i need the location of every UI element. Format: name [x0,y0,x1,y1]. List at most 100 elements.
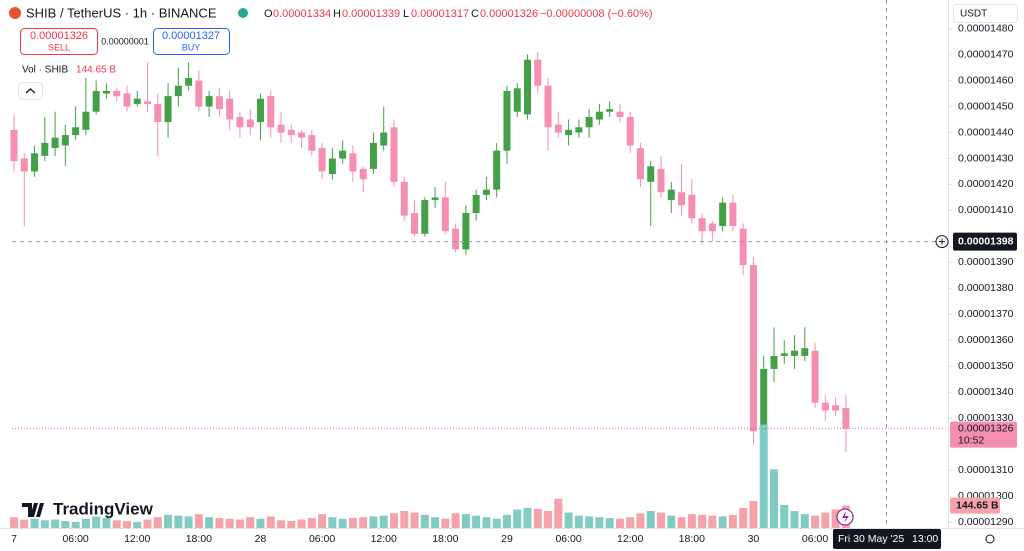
volume-bar [759,424,768,528]
candles [10,51,850,453]
sell-button[interactable] [20,28,98,55]
volume-bar [379,515,388,528]
candle-body [359,168,367,180]
candle-body [51,137,59,149]
currency-button[interactable] [953,4,1018,23]
volume-label-box [950,497,1000,514]
volume-bar [61,521,70,528]
volume-bar [431,517,440,528]
crosshair-date: Fri 30 May '25 [838,533,904,545]
volume-bar [585,516,594,528]
candle-body [10,129,18,162]
symbol-logo [9,7,21,19]
candle-body [647,166,655,182]
candle-body [554,124,562,133]
legend-value: 0.00001334 [273,8,331,20]
volume-bar [307,517,316,528]
volume-bar [348,517,357,528]
candle-body [801,348,809,356]
x-tick-label: 06:00 [62,533,88,545]
candle-body [780,353,788,356]
y-tick-label: 0.00001450 [958,100,1014,112]
legend-label: L [403,8,409,20]
y-tick-label: 0.00001480 [958,22,1014,34]
crosshair-time-box [833,529,941,549]
candle-body [31,153,39,172]
x-tick-label: 12:00 [124,533,150,545]
candle-body [267,96,275,128]
sell-price: 0.00001326 [30,30,88,42]
candle-body [667,189,675,201]
candle-body [544,85,552,128]
collapse-button[interactable] [18,82,43,100]
volume-bar [153,517,162,528]
volume-bar [410,512,419,528]
volume-bar [749,501,758,528]
crosshair-price-box [953,232,1017,251]
x-tick-label: 18:00 [679,533,705,545]
volume-bar [544,511,553,528]
x-tick-label: 12:00 [371,533,397,545]
settings-icon[interactable] [985,534,995,544]
collapse-icon [25,88,36,94]
volume-bar [790,511,799,528]
candle-body [636,148,644,180]
volume-bar [821,512,830,528]
y-tick-label: 0.00001290 [958,516,1014,528]
x-tick-label: 7 [11,533,17,545]
candle-body [493,150,501,190]
candle-body [441,197,449,232]
volume-bar [769,469,778,528]
candle-body [595,111,603,120]
volume-bar [523,507,532,528]
x-tick-label: 06:00 [555,533,581,545]
candle-body [380,132,388,146]
volume-bar [636,513,645,528]
candle-body [318,148,326,172]
x-tick-label: 29 [501,533,513,545]
volume-bar [461,514,470,528]
x-tick-label: 18:00 [186,533,212,545]
candle-body [698,218,706,232]
candle-body [41,142,49,156]
volume-bar [502,514,511,528]
volume-bar [811,515,820,528]
candle-body [575,127,583,133]
candle-body [82,111,90,130]
crosshair-price-label: 0.00001398 [958,235,1014,247]
volume-axis-label: 144.65 B [956,499,999,511]
volume-bar [194,514,203,528]
brand-logo: TradingView [22,499,154,518]
candle-body [328,158,336,175]
countdown-label: 10:52 [958,434,984,446]
candle-body [308,135,316,151]
candle-body [390,127,398,182]
volume-bar [205,517,214,528]
candle-body [400,181,408,216]
candle-body [472,194,480,214]
buy-button[interactable] [153,28,230,55]
candle-body [585,116,593,128]
candle-body [144,101,152,104]
candle-body [729,202,737,227]
volume-bar [71,521,80,528]
candle-body [72,127,80,136]
volume-bar [215,517,224,528]
candle-body [133,98,141,104]
y-tick-label: 0.00001440 [958,126,1014,138]
volume-bar [780,504,789,528]
volume-bar [184,516,193,528]
volume-bar [698,514,707,528]
candle-body [657,168,665,193]
volume-bar [369,516,378,528]
volume-name: Vol · SHIB [22,65,68,76]
legend-value: 0.00001317 [411,8,469,20]
volume-bar [595,517,604,528]
volume-bar [122,521,131,528]
candle-body [482,189,490,195]
volume-value: 144.65 B [76,65,116,76]
x-tick-label: 06:00 [309,533,335,545]
candle-body [524,59,531,115]
volume-bar [143,519,152,528]
